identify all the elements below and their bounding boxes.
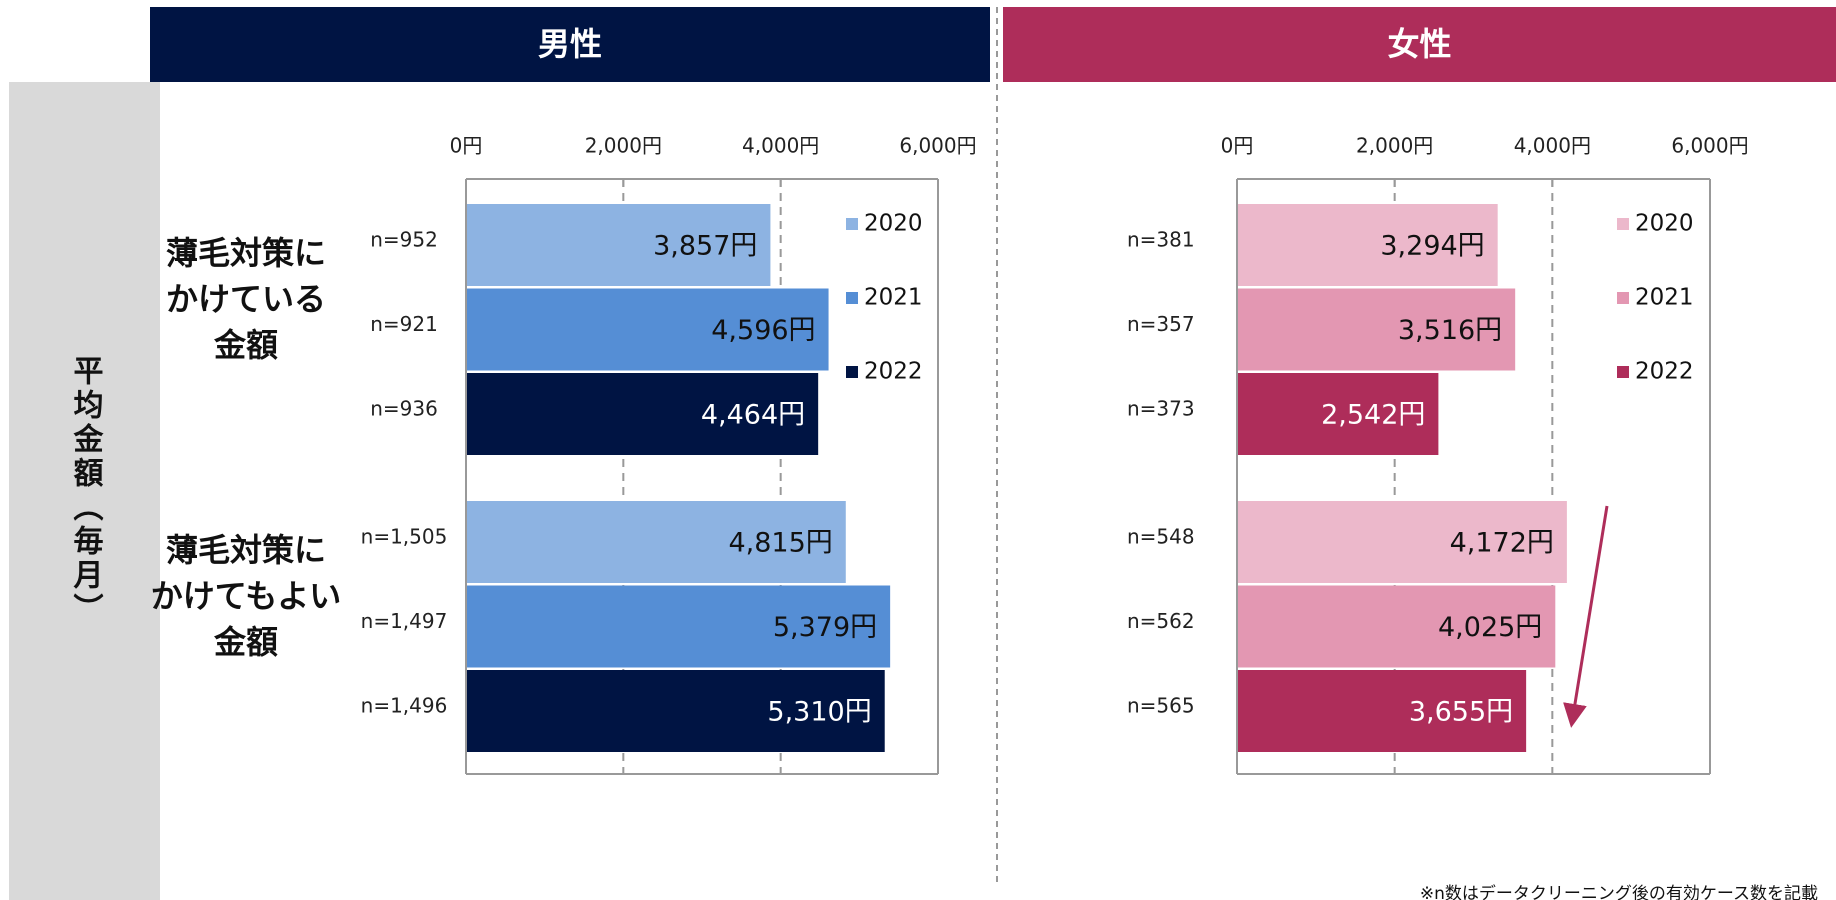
- value-label: 3,655円: [1409, 697, 1513, 728]
- legend-swatch: [1617, 366, 1629, 378]
- n-label: n=1,497: [361, 609, 448, 633]
- n-label: n=357: [1127, 312, 1195, 336]
- side-label: 平均金額（毎月）: [67, 355, 103, 627]
- n-label: n=381: [1127, 228, 1195, 252]
- legend-label: 2022: [1635, 359, 1694, 385]
- value-label: 3,516円: [1398, 315, 1502, 346]
- bar: [1238, 585, 1556, 668]
- bar: [1238, 373, 1439, 455]
- trend-arrow: [1563, 505, 1609, 728]
- footnote: ※n数はデータクリーニング後の有効ケース数を記載: [1419, 884, 1818, 900]
- n-label: n=936: [370, 397, 438, 421]
- n-label: n=1,496: [361, 694, 448, 718]
- value-label: 4,172円: [1450, 528, 1554, 559]
- n-label: n=565: [1127, 694, 1195, 718]
- bar: [467, 288, 829, 371]
- header: [1003, 7, 1836, 82]
- n-label: n=548: [1127, 525, 1195, 549]
- legend-label: 2020: [1635, 211, 1694, 237]
- chart-title: 女性: [1387, 25, 1451, 63]
- bar: [1238, 288, 1516, 371]
- value-label: 4,464円: [701, 400, 805, 431]
- bar: [1238, 204, 1498, 286]
- x-tick-label: 4,000円: [742, 134, 819, 158]
- bar: [467, 501, 846, 583]
- value-label: 5,379円: [773, 612, 877, 643]
- value-label: 3,857円: [653, 231, 757, 262]
- value-label: 2,542円: [1321, 400, 1425, 431]
- header: [150, 7, 990, 82]
- x-tick-label: 6,000円: [899, 134, 976, 158]
- bar: [467, 204, 771, 286]
- side-panel: 平均金額（毎月）: [9, 82, 160, 900]
- n-label: n=921: [370, 312, 438, 336]
- n-label: n=952: [370, 228, 438, 252]
- legend-label: 2021: [1635, 285, 1694, 311]
- value-label: 3,294円: [1380, 231, 1484, 262]
- bar: [467, 373, 819, 455]
- bar: [1238, 501, 1567, 583]
- value-label: 4,815円: [728, 528, 832, 559]
- legend-swatch: [1617, 218, 1629, 230]
- bar: [467, 585, 891, 668]
- value-label: 4,596円: [711, 315, 815, 346]
- legend-label: 2021: [864, 285, 923, 311]
- value-label: 4,025円: [1438, 612, 1542, 643]
- legend-swatch: [846, 218, 858, 230]
- chart-title: 男性: [538, 25, 602, 63]
- x-tick-label: 2,000円: [585, 134, 662, 158]
- legend-swatch: [846, 366, 858, 378]
- value-label: 5,310円: [767, 697, 871, 728]
- n-label: n=373: [1127, 397, 1195, 421]
- bar: [467, 670, 885, 752]
- legend-swatch: [1617, 292, 1629, 304]
- n-label: n=1,505: [361, 525, 448, 549]
- legend-label: 2020: [864, 211, 923, 237]
- bar: [1238, 670, 1527, 752]
- x-tick-label: 6,000円: [1671, 134, 1748, 158]
- x-tick-label: 0円: [450, 134, 483, 158]
- legend-label: 2022: [864, 359, 923, 385]
- legend-swatch: [846, 292, 858, 304]
- x-tick-label: 0円: [1221, 134, 1254, 158]
- x-tick-label: 4,000円: [1514, 134, 1591, 158]
- category-label: 薄毛対策にかけてもよい金額: [151, 531, 341, 661]
- n-label: n=562: [1127, 609, 1195, 633]
- category-label: 薄毛対策にかけている金額: [166, 234, 326, 364]
- x-tick-label: 2,000円: [1356, 134, 1433, 158]
